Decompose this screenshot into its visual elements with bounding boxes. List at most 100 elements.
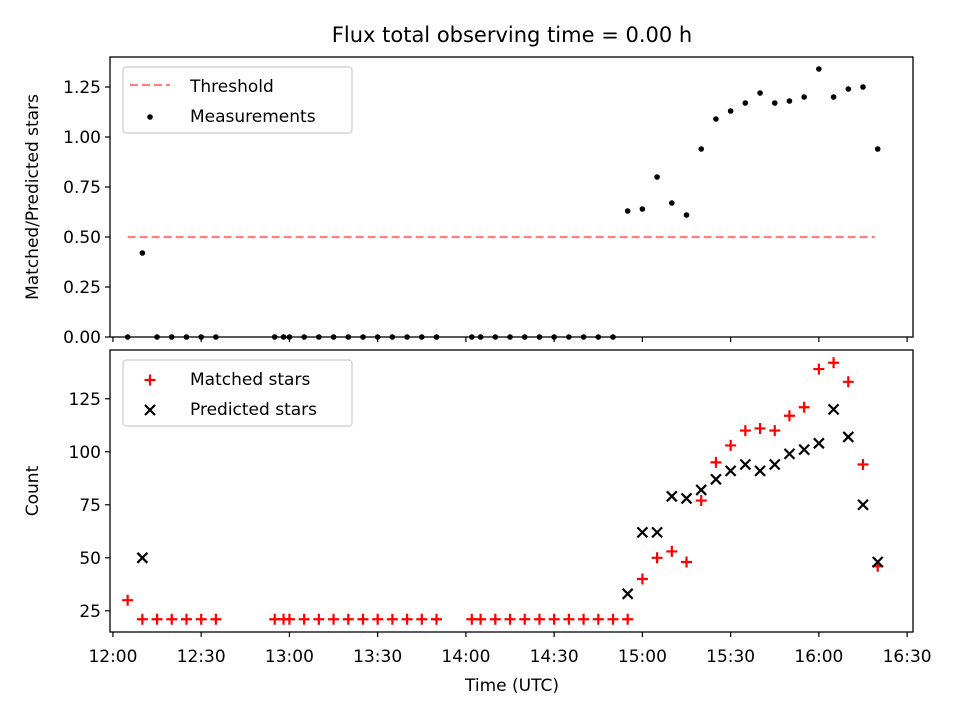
measurement-point	[280, 334, 287, 340]
top-plot-area: 0.00 0.25 0.50 0.75 1.00 1.25 Threshold Measure…	[63, 56, 914, 348]
measurement-point	[874, 146, 881, 152]
y-tick-label: 75	[79, 496, 101, 516]
y-tick-label: 0.00	[63, 328, 101, 348]
matched-star-point	[151, 613, 163, 625]
matched-star-point	[386, 613, 398, 625]
measurement-point	[580, 334, 587, 340]
matched-star-point	[578, 613, 590, 625]
matched-star-point	[622, 613, 634, 625]
y-tick-label: 25	[79, 602, 101, 622]
y-tick-label: 1.00	[63, 128, 101, 148]
matched-star-point	[313, 613, 325, 625]
axes-frame	[109, 349, 914, 633]
predicted-star-point	[798, 443, 810, 456]
matched-star-point	[813, 363, 825, 375]
matched-star-point	[651, 552, 663, 564]
x-tick-label: 15:30	[706, 647, 755, 667]
predicted-star-point	[695, 484, 707, 496]
measurement-point	[507, 334, 513, 340]
legend-box	[122, 66, 353, 134]
measurement-point	[374, 334, 381, 340]
measurement-point	[168, 334, 175, 340]
measurement-point	[639, 206, 646, 212]
measurement-point	[610, 334, 616, 340]
matched-star-point	[783, 410, 795, 422]
matched-star-point	[416, 613, 428, 625]
matched-star-point	[504, 613, 516, 625]
predicted-star-point	[680, 492, 693, 505]
predicted-star-point	[636, 526, 649, 539]
predicted-star-point	[857, 499, 869, 511]
measurement-point	[477, 334, 484, 340]
measurement-point	[433, 334, 440, 340]
predicted-star-point	[724, 465, 737, 477]
y-tick-label: 100	[69, 443, 101, 463]
measurement-point	[654, 174, 660, 180]
y-axis-label-top: Matched/Predicted stars	[23, 94, 43, 300]
measurement-point	[301, 334, 307, 340]
matched-star-point	[533, 613, 545, 625]
x-tick-label: 12:00	[88, 647, 137, 667]
matched-star-point	[328, 613, 340, 625]
measurement-point	[492, 334, 499, 340]
matched-star-point	[401, 613, 413, 625]
measurement-point	[727, 108, 734, 114]
measurement-point	[830, 94, 837, 100]
matched-star-point	[769, 425, 781, 437]
y-axis-label-bottom: Count	[23, 465, 43, 516]
measurement-point	[713, 116, 719, 122]
matched-star-point	[357, 613, 369, 625]
x-tick-label: 15:00	[618, 647, 667, 667]
measurement-point	[860, 84, 866, 90]
matched-star-point	[548, 613, 560, 625]
measurement-point	[683, 212, 690, 218]
x-tick-label: 12:30	[177, 647, 226, 667]
x-tick-label: 14:00	[441, 647, 490, 667]
x-tick-label: 13:00	[265, 647, 314, 667]
matched-star-point	[283, 613, 295, 625]
measurement-point	[551, 334, 557, 340]
matched-star-point	[607, 613, 619, 625]
matched-star-point	[681, 556, 693, 568]
matched-star-point	[798, 401, 810, 413]
measurement-point	[698, 146, 705, 152]
predicted-star-point	[651, 526, 663, 539]
predicted-star-point	[842, 431, 855, 443]
measurement-point	[286, 334, 293, 340]
matched-star-point	[842, 376, 854, 388]
matched-star-point	[754, 422, 766, 434]
measurement-point	[468, 334, 475, 340]
matched-star-point	[475, 613, 487, 625]
measurement-point	[771, 100, 778, 106]
measurement-point	[566, 334, 572, 340]
chart-title: Flux total observing time = 0.00 h	[332, 23, 692, 47]
x-tick-label: 16:00	[794, 647, 843, 667]
predicted-star-point	[813, 437, 825, 450]
measurement-point	[183, 334, 190, 340]
matched-star-point	[372, 613, 384, 625]
y-tick-label: 0.75	[63, 178, 101, 198]
predicted-star-point	[621, 588, 634, 600]
matched-star-point	[195, 613, 207, 625]
matched-star-point	[592, 613, 604, 625]
y-tick-label: 50	[79, 549, 101, 569]
matched-star-point	[636, 573, 648, 585]
predicted-star-point	[136, 552, 149, 564]
measurement-point	[124, 334, 131, 340]
matched-star-point	[857, 458, 869, 470]
matched-star-point	[828, 357, 840, 369]
legend-box	[122, 359, 353, 427]
matched-star-point	[210, 613, 222, 625]
measurement-point	[345, 334, 352, 340]
predicted-star-point	[710, 473, 722, 486]
matched-star-point	[563, 613, 575, 625]
y-tick-label: 0.50	[63, 228, 101, 248]
x-tick-label: 14:30	[530, 647, 579, 667]
matched-star-point	[489, 613, 501, 625]
y-tick-label: 0.25	[63, 278, 101, 298]
bottom-plot-area: 25 50 75 100 125 12:00 12:30 13:00 13:30 14:00 14:…	[69, 349, 932, 667]
matched-star-point	[430, 613, 442, 625]
measurement-point	[389, 334, 396, 340]
legend-measurement-swatch	[147, 114, 153, 120]
matched-star-point	[122, 594, 134, 606]
